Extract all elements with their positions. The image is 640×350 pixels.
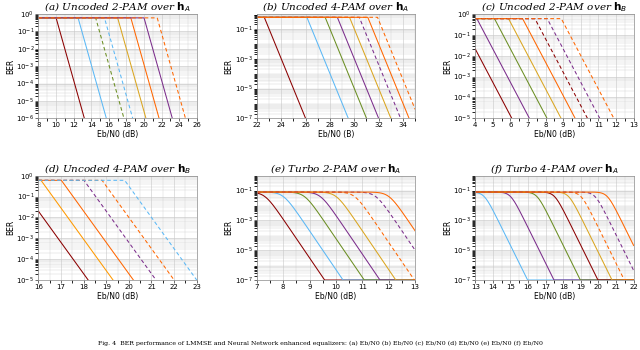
Title: (f) Turbo 4-PAM over $\mathbf{h}_A$: (f) Turbo 4-PAM over $\mathbf{h}_A$ xyxy=(490,162,619,176)
X-axis label: Eb/N0 (dB): Eb/N0 (dB) xyxy=(534,292,575,301)
Y-axis label: BER: BER xyxy=(225,58,234,74)
Y-axis label: BER: BER xyxy=(6,58,15,74)
X-axis label: Eb/N0 (B): Eb/N0 (B) xyxy=(318,130,354,139)
Title: (a) Uncoded 2-PAM over $\mathbf{h}_A$: (a) Uncoded 2-PAM over $\mathbf{h}_A$ xyxy=(44,0,191,14)
Title: (e) Turbo 2-PAM over $\mathbf{h}_A$: (e) Turbo 2-PAM over $\mathbf{h}_A$ xyxy=(270,162,402,176)
Title: (c) Uncoded 2-PAM over $\mathbf{h}_B$: (c) Uncoded 2-PAM over $\mathbf{h}_B$ xyxy=(481,0,628,14)
Y-axis label: BER: BER xyxy=(443,58,452,74)
Y-axis label: BER: BER xyxy=(6,220,15,236)
X-axis label: Eb/N0 (dB): Eb/N0 (dB) xyxy=(534,130,575,139)
Title: (b) Uncoded 4-PAM over $\mathbf{h}_A$: (b) Uncoded 4-PAM over $\mathbf{h}_A$ xyxy=(262,0,410,14)
Y-axis label: BER: BER xyxy=(225,220,234,236)
X-axis label: Eb/N0 (dB): Eb/N0 (dB) xyxy=(97,292,138,301)
Title: (d) Uncoded 4-PAM over $\mathbf{h}_B$: (d) Uncoded 4-PAM over $\mathbf{h}_B$ xyxy=(44,162,191,176)
Y-axis label: BER: BER xyxy=(443,220,452,236)
X-axis label: Eb/N0 (dB): Eb/N0 (dB) xyxy=(97,130,138,139)
X-axis label: Eb/N0 (dB): Eb/N0 (dB) xyxy=(316,292,356,301)
Text: Fig. 4  BER performance of LMMSE and Neural Network enhanced equalizers: (a) Eb/: Fig. 4 BER performance of LMMSE and Neur… xyxy=(97,341,543,346)
